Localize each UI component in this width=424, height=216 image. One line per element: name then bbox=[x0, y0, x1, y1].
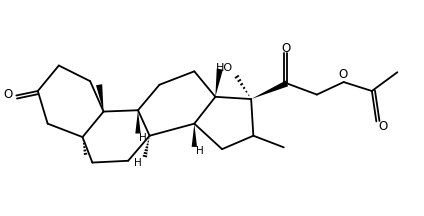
Polygon shape bbox=[135, 110, 141, 133]
Text: O: O bbox=[378, 120, 387, 133]
Text: HO: HO bbox=[216, 63, 233, 73]
Text: H: H bbox=[134, 159, 142, 168]
Polygon shape bbox=[215, 69, 223, 97]
Text: O: O bbox=[282, 41, 290, 55]
Polygon shape bbox=[96, 84, 103, 112]
Polygon shape bbox=[192, 124, 197, 147]
Text: O: O bbox=[4, 88, 13, 101]
Text: H: H bbox=[196, 146, 204, 156]
Text: H: H bbox=[139, 133, 147, 143]
Text: O: O bbox=[338, 68, 347, 81]
Polygon shape bbox=[251, 81, 288, 99]
